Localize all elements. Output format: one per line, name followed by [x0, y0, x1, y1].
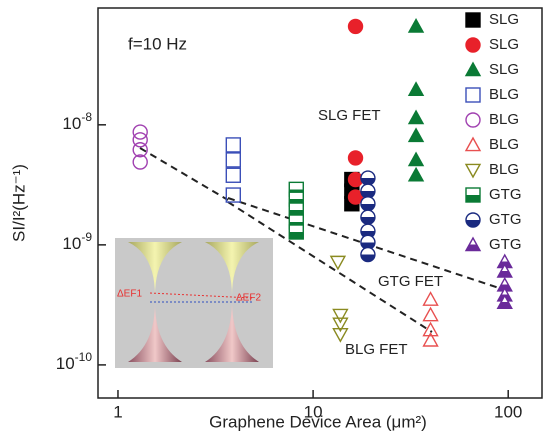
y-tick-label: 10-8 — [62, 110, 92, 133]
y-tick-label: 10-9 — [62, 230, 92, 253]
data-point — [349, 151, 363, 165]
legend-marker — [466, 63, 480, 76]
legend-marker — [466, 38, 480, 52]
legend-label: SLG — [489, 36, 519, 53]
legend-label: BLG — [489, 161, 519, 178]
annotation: GTG FET — [378, 273, 443, 290]
annotation: f=10 Hz — [128, 34, 187, 53]
data-point — [349, 19, 363, 33]
x-tick-label: 100 — [494, 402, 522, 421]
legend-label: BLG — [489, 111, 519, 128]
legend-marker — [466, 138, 480, 151]
legend-label: GTG — [489, 236, 522, 253]
legend-label: BLG — [489, 86, 519, 103]
legend-marker — [466, 13, 480, 27]
data-point — [289, 225, 303, 239]
legend-label: GTG — [489, 211, 522, 228]
legend-marker — [466, 164, 480, 177]
x-tick-label: 1 — [113, 402, 122, 421]
legend-label: BLG — [489, 136, 519, 153]
data-point — [331, 256, 345, 269]
data-point — [361, 197, 375, 211]
data-point — [409, 168, 423, 181]
data-point — [409, 19, 423, 32]
data-point — [409, 129, 423, 142]
data-point — [361, 248, 375, 262]
data-point — [409, 83, 423, 96]
annotation: BLG FET — [345, 341, 408, 358]
data-point — [226, 153, 240, 167]
data-point — [226, 138, 240, 152]
y-tick-label: 10-10 — [56, 350, 93, 373]
x-tick-label: 10 — [304, 402, 323, 421]
data-point — [133, 125, 147, 139]
trend-line — [140, 148, 228, 200]
inset-label: ΔEF2 — [236, 293, 261, 304]
legend-label: SLG — [489, 61, 519, 78]
legend-marker — [466, 238, 480, 251]
data-point — [424, 293, 438, 306]
data-point — [424, 308, 438, 321]
data-point — [226, 168, 240, 182]
data-point — [409, 111, 423, 124]
data-point — [333, 309, 347, 322]
data-point — [361, 171, 375, 185]
legend-label: SLG — [489, 11, 519, 28]
legend-label: GTG — [489, 186, 522, 203]
legend-marker — [466, 113, 480, 127]
y-axis-label: SI/I²(Hz⁻¹) — [9, 164, 28, 242]
legend-marker — [466, 188, 480, 202]
legend-marker — [466, 88, 480, 102]
annotation: SLG FET — [318, 107, 381, 124]
data-point — [361, 210, 375, 224]
chart: ΔEF1 ΔEF2 Graphene Device Area (μm²) SI/… — [0, 0, 553, 438]
data-point — [409, 153, 423, 166]
inset: ΔEF1 ΔEF2 — [115, 238, 273, 368]
inset-label: ΔEF1 — [117, 289, 142, 300]
legend-marker — [466, 213, 480, 227]
